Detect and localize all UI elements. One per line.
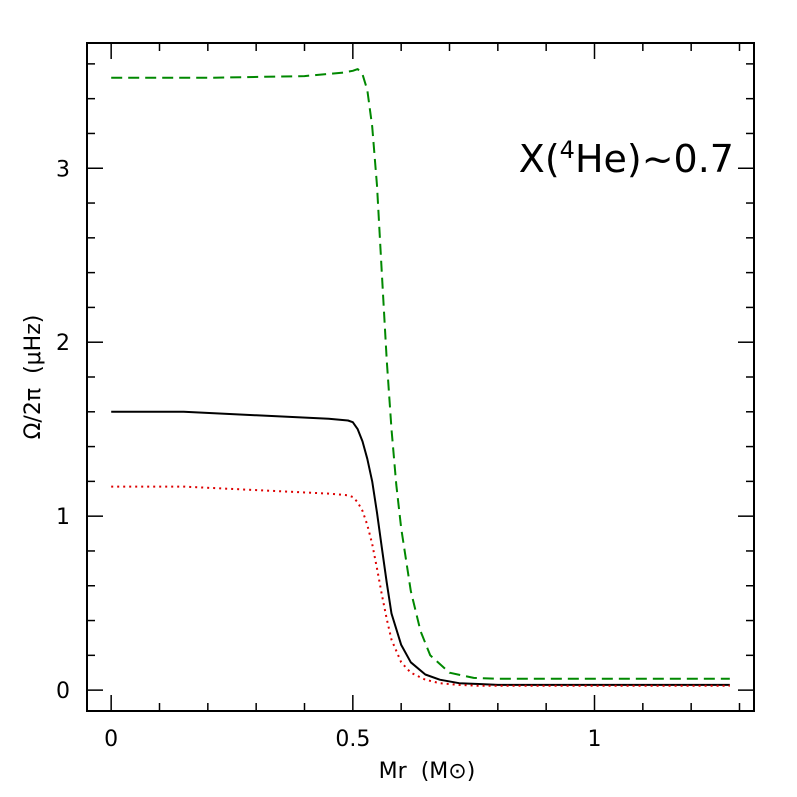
x-axis-unit: M⊙	[429, 759, 466, 784]
x-tick-label: 0	[104, 727, 118, 752]
y-tick-label: 1	[56, 505, 70, 530]
annotation-element: He	[575, 137, 627, 181]
y-axis-quantity: Ω/2π	[21, 388, 46, 439]
series-layer	[111, 68, 730, 687]
x-axis-unit-open: (	[421, 759, 430, 784]
x-tick-label: 1	[588, 727, 602, 752]
series-line-dashed	[111, 68, 730, 680]
y-tick-label: 2	[56, 331, 70, 356]
annotation-superscript: 4	[560, 136, 575, 164]
x-axis-label: Mr (M⊙)	[379, 759, 476, 784]
series-line-dotted	[111, 485, 730, 687]
annotation-suffix: )~0.7	[627, 137, 734, 181]
y-axis-label: Ω/2π (μHz)	[21, 315, 46, 440]
x-axis-quantity: Mr	[379, 759, 408, 784]
tick-marks	[87, 43, 754, 711]
y-axis-unit-open: (	[21, 365, 46, 374]
series-line-solid	[111, 410, 730, 686]
composition-annotation: X(4He)~0.7	[519, 136, 734, 181]
y-axis-unit-close: )	[21, 315, 46, 324]
y-tick-label: 0	[56, 679, 70, 704]
annotation-prefix: X(	[519, 137, 560, 181]
y-tick-label: 3	[56, 157, 70, 182]
tick-labels: 0 0.5 1 0 1 2 3	[56, 157, 602, 752]
x-tick-label: 0.5	[335, 727, 370, 752]
y-axis-unit: μHz	[21, 323, 46, 365]
x-axis-unit-close: )	[467, 759, 476, 784]
